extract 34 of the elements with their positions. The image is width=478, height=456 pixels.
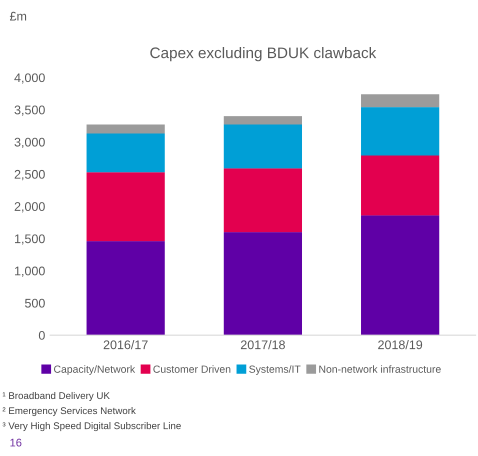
y-tick-label: 3,500 [14,106,45,116]
y-tick-label: 3,000 [14,138,45,148]
text: ² Emergency Services Network [2,407,136,416]
bar [361,155,440,216]
y-tick-label: 500 [24,298,45,308]
bar [361,215,440,336]
bar [86,241,165,336]
bar [224,168,302,232]
bar [361,94,440,108]
legend-label: Systems/IT [249,365,301,375]
y-tick-label: 1,000 [15,266,45,277]
y-tick-label: 2,000 [14,202,45,212]
x-tick-label: 2018/19 [378,340,422,350]
x-tick-label: 2016/17 [104,340,148,350]
y-axis-title: £m [10,12,26,21]
y-tick-label: 2,500 [14,170,45,180]
legend-label: Non-network infrastructure [319,365,441,373]
legend-label: Customer Driven [153,365,230,373]
x-tick-label: 2017/18 [240,340,285,350]
bar [224,124,302,168]
text: ³ Very High Speed Digital Subscriber Line [2,422,181,432]
legend-label: Capacity/Network [54,365,136,375]
bar [86,134,165,172]
chart-title: Capex excluding BDUK clawback [150,47,376,62]
bar [361,107,440,156]
bar [86,172,165,242]
y-tick-label: 4,000 [14,73,45,84]
bar [224,232,302,336]
text: 16 [10,438,22,447]
y-tick-label: 0 [38,330,45,340]
text: ¹ Broadband Delivery UK [2,392,110,402]
bar [224,116,302,125]
bar [86,124,165,134]
y-tick-label: 1,500 [15,234,45,245]
